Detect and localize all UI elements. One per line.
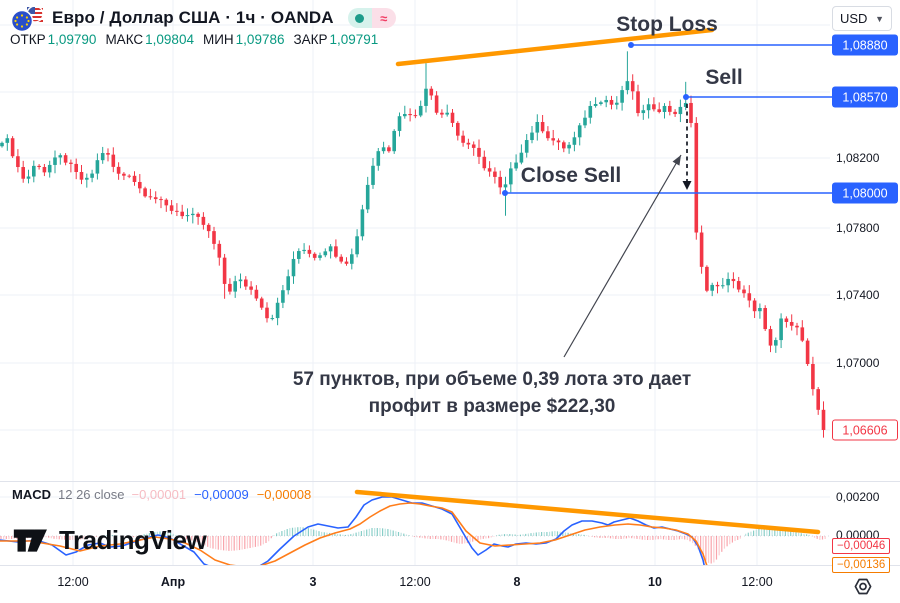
price-axis-label: 1,07000	[836, 356, 880, 370]
drawing-overlays[interactable]	[354, 27, 833, 535]
symbol-title[interactable]: Евро / Доллар США · 1ч · OANDA	[52, 8, 334, 27]
price-badge-close: 1,08000	[832, 182, 898, 204]
macd-params: 12 26 close	[58, 487, 125, 502]
macd-legend[interactable]: MACD 12 26 close −0,00001 −0,00009 −0,0000…	[12, 487, 319, 502]
macd-value: −0,00009	[194, 487, 249, 502]
price-axis-label: 1,07400	[836, 288, 880, 302]
macd-value-box: −0,00136	[832, 557, 891, 573]
symbol-header: Евро / Доллар США · 1ч · OANDA ≈	[8, 5, 396, 32]
macd-values: −0,00001 −0,00009 −0,00008	[132, 487, 320, 502]
tradingview-logo[interactable]: TradingView	[12, 524, 207, 556]
open-value: 1,09790	[47, 32, 97, 47]
currency-value: USD	[840, 11, 868, 26]
macd-axis-label: 0,00200	[836, 490, 880, 504]
approx-icon: ≈	[380, 10, 388, 26]
settings-icon[interactable]	[850, 576, 878, 602]
macd-value-box: −0,00046	[832, 538, 891, 554]
trendline-macd[interactable]	[354, 489, 821, 535]
last-price-badge: 1,06606	[832, 419, 898, 441]
profit-note-line1: 57 пунктов, при объеме 0,39 лота это дае…	[292, 369, 692, 390]
time-axis-label[interactable]: 12:00	[399, 575, 431, 589]
close-value: 1,09791	[329, 32, 379, 47]
price-badge-stop: 1,08880	[832, 34, 898, 56]
time-axis-label[interactable]: 12:00	[57, 575, 89, 589]
open-label: ОТКР	[10, 32, 46, 47]
eur-usd-flags-icon	[10, 5, 44, 32]
time-axis-label[interactable]: 10	[648, 575, 662, 589]
pointer-arrow	[563, 154, 682, 358]
dot-icon	[355, 13, 365, 23]
candlestick-series	[0, 51, 826, 438]
profit-note-line2: профит в размере $222,30	[368, 396, 616, 417]
chevron-down-icon: ▼	[875, 13, 884, 24]
low-label: МИН	[202, 32, 234, 47]
pair-toggle[interactable]: ≈	[347, 8, 396, 28]
macd-value: −0,00008	[256, 487, 312, 502]
tradingview-mark-icon	[13, 529, 47, 552]
trendline-price[interactable]	[395, 27, 715, 67]
gridlines	[0, 0, 900, 566]
close-sell-annotation[interactable]: Close Sell	[520, 164, 622, 187]
low-value: 1,09786	[235, 32, 285, 47]
ohlc-row: ОТКР 1,09790 МАКС 1,09804 МИН 1,09786 ЗАКР 1…	[10, 32, 378, 47]
tradingview-wordmark: TradingView	[59, 524, 207, 555]
sell-annotation[interactable]: Sell	[705, 66, 743, 89]
price-axis-label: 1,07800	[836, 221, 880, 235]
time-axis-label[interactable]: Апр	[160, 575, 186, 589]
price-badge-sell: 1,08570	[832, 86, 898, 108]
time-axis-label[interactable]: 12:00	[741, 575, 773, 589]
price-axis-label: 1,08200	[836, 151, 880, 165]
macd-pane	[0, 496, 826, 565]
high-label: МАКС	[105, 32, 144, 47]
time-axis-label[interactable]: 8	[513, 575, 521, 589]
macd-title: MACD	[12, 487, 51, 502]
high-value: 1,09804	[145, 32, 194, 47]
stop-loss-annotation[interactable]: Stop Loss	[616, 13, 718, 36]
macd-value: −0,00001	[131, 487, 187, 502]
close-label: ЗАКР	[293, 32, 328, 47]
currency-dropdown[interactable]: USD ▼	[832, 6, 892, 31]
profit-note-annotation[interactable]: 57 пунктов, при объеме 0,39 лота это дае…	[250, 366, 734, 420]
time-axis-label[interactable]: 3	[309, 575, 317, 589]
